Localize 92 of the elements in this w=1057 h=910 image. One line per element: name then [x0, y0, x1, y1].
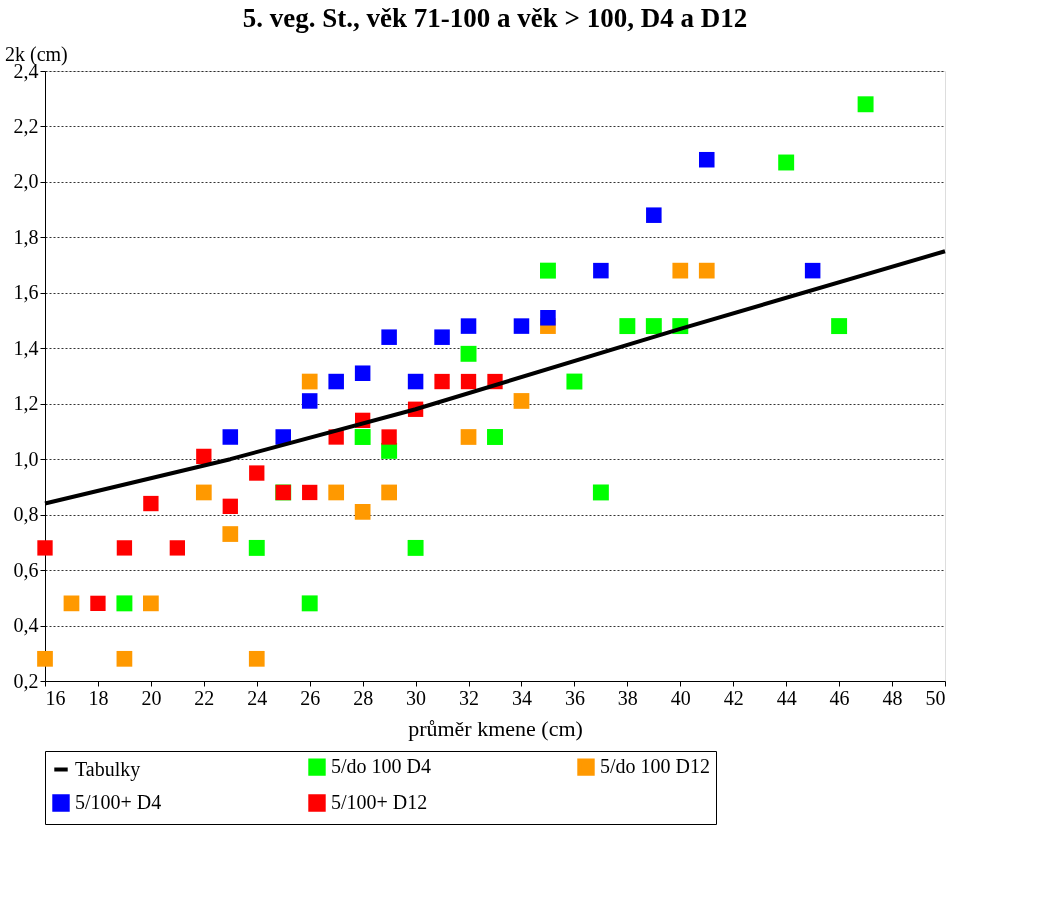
point [592, 484, 609, 501]
point [328, 484, 345, 501]
point [301, 373, 318, 390]
legend-label: 5/do 100 D12 [600, 755, 710, 778]
point [460, 318, 477, 334]
point [354, 504, 371, 520]
point [249, 465, 265, 481]
chart-title: 5. veg. St., věk 71-100 a věk > 100, D4 a D12 [242, 3, 748, 33]
x-tick-label: 24 [247, 686, 268, 709]
point [619, 318, 636, 335]
x-axis-title: průměr kmene (cm) [408, 715, 583, 741]
y-tick-label: 1,4 [13, 336, 39, 359]
x-tick-label: 20 [141, 686, 162, 709]
point [195, 484, 212, 501]
x-tick-label: 48 [882, 686, 903, 709]
point [460, 429, 477, 445]
point [460, 345, 477, 362]
point [248, 539, 265, 556]
x-tick-label: 22 [194, 686, 215, 709]
y-tick-label: 2,2 [13, 114, 39, 137]
legend-label: Tabulky [75, 757, 141, 781]
point [699, 151, 715, 168]
point [37, 650, 53, 667]
point [434, 329, 450, 345]
point [672, 262, 689, 279]
point [116, 595, 133, 612]
legend-label: 5/do 100 D4 [331, 755, 431, 778]
point [460, 373, 477, 390]
point [593, 262, 609, 279]
point [407, 539, 424, 556]
point [645, 318, 662, 335]
point [354, 429, 371, 445]
point [698, 262, 715, 279]
y-tick-label: 1,2 [13, 392, 39, 415]
point [381, 429, 397, 445]
x-tick-label: 32 [459, 686, 480, 709]
point [831, 318, 848, 335]
point [116, 540, 133, 556]
point [513, 393, 530, 409]
point [804, 262, 821, 279]
point [196, 448, 212, 465]
point [248, 650, 265, 667]
point [37, 540, 53, 556]
point [302, 484, 318, 501]
point [566, 373, 583, 390]
point [90, 595, 106, 612]
y-tick-label: 0,4 [13, 614, 39, 637]
point [63, 595, 80, 612]
x-tick-label: 38 [617, 686, 638, 709]
y-tick-label: 0,2 [13, 669, 39, 692]
point [301, 595, 318, 612]
point [381, 329, 397, 345]
x-tick-label: 50 [925, 686, 946, 709]
point [328, 373, 344, 390]
point [143, 595, 159, 612]
x-tick-label: 16 [45, 686, 66, 709]
point [513, 318, 530, 334]
x-tick-label: 46 [829, 686, 850, 709]
y-tick-label: 1,8 [13, 225, 39, 248]
point [540, 310, 556, 326]
point [487, 429, 503, 445]
x-tick-label: 40 [670, 686, 691, 709]
x-tick-label: 44 [776, 686, 797, 709]
point [434, 373, 450, 390]
x-tick-label: 18 [88, 686, 109, 709]
y-tick-label: 2,0 [13, 170, 39, 193]
point [301, 393, 318, 409]
y-tick-label: 1,0 [13, 447, 39, 470]
point [407, 373, 424, 390]
x-tick-label: 34 [511, 686, 532, 709]
y-tick-label: 0,6 [13, 558, 39, 581]
x-tick-label: 30 [406, 686, 427, 709]
point [222, 429, 239, 445]
y-tick-label: 1,6 [13, 281, 39, 304]
point [857, 96, 874, 113]
point [778, 154, 795, 171]
legend-label: 5/100+ D4 [75, 791, 162, 813]
point [169, 540, 186, 556]
point [143, 495, 159, 512]
point [539, 262, 556, 279]
x-tick-label: 42 [723, 686, 744, 709]
x-tick-label: 26 [300, 686, 321, 709]
y-tick-label: 0,8 [13, 503, 39, 526]
point [222, 526, 239, 542]
point [116, 650, 133, 667]
x-tick-label: 28 [353, 686, 374, 709]
point [381, 484, 397, 501]
point [646, 207, 662, 223]
x-tick-label: 36 [564, 686, 585, 709]
point [354, 365, 371, 381]
point [222, 498, 238, 514]
legend-label: 5/100+ D12 [331, 791, 428, 813]
